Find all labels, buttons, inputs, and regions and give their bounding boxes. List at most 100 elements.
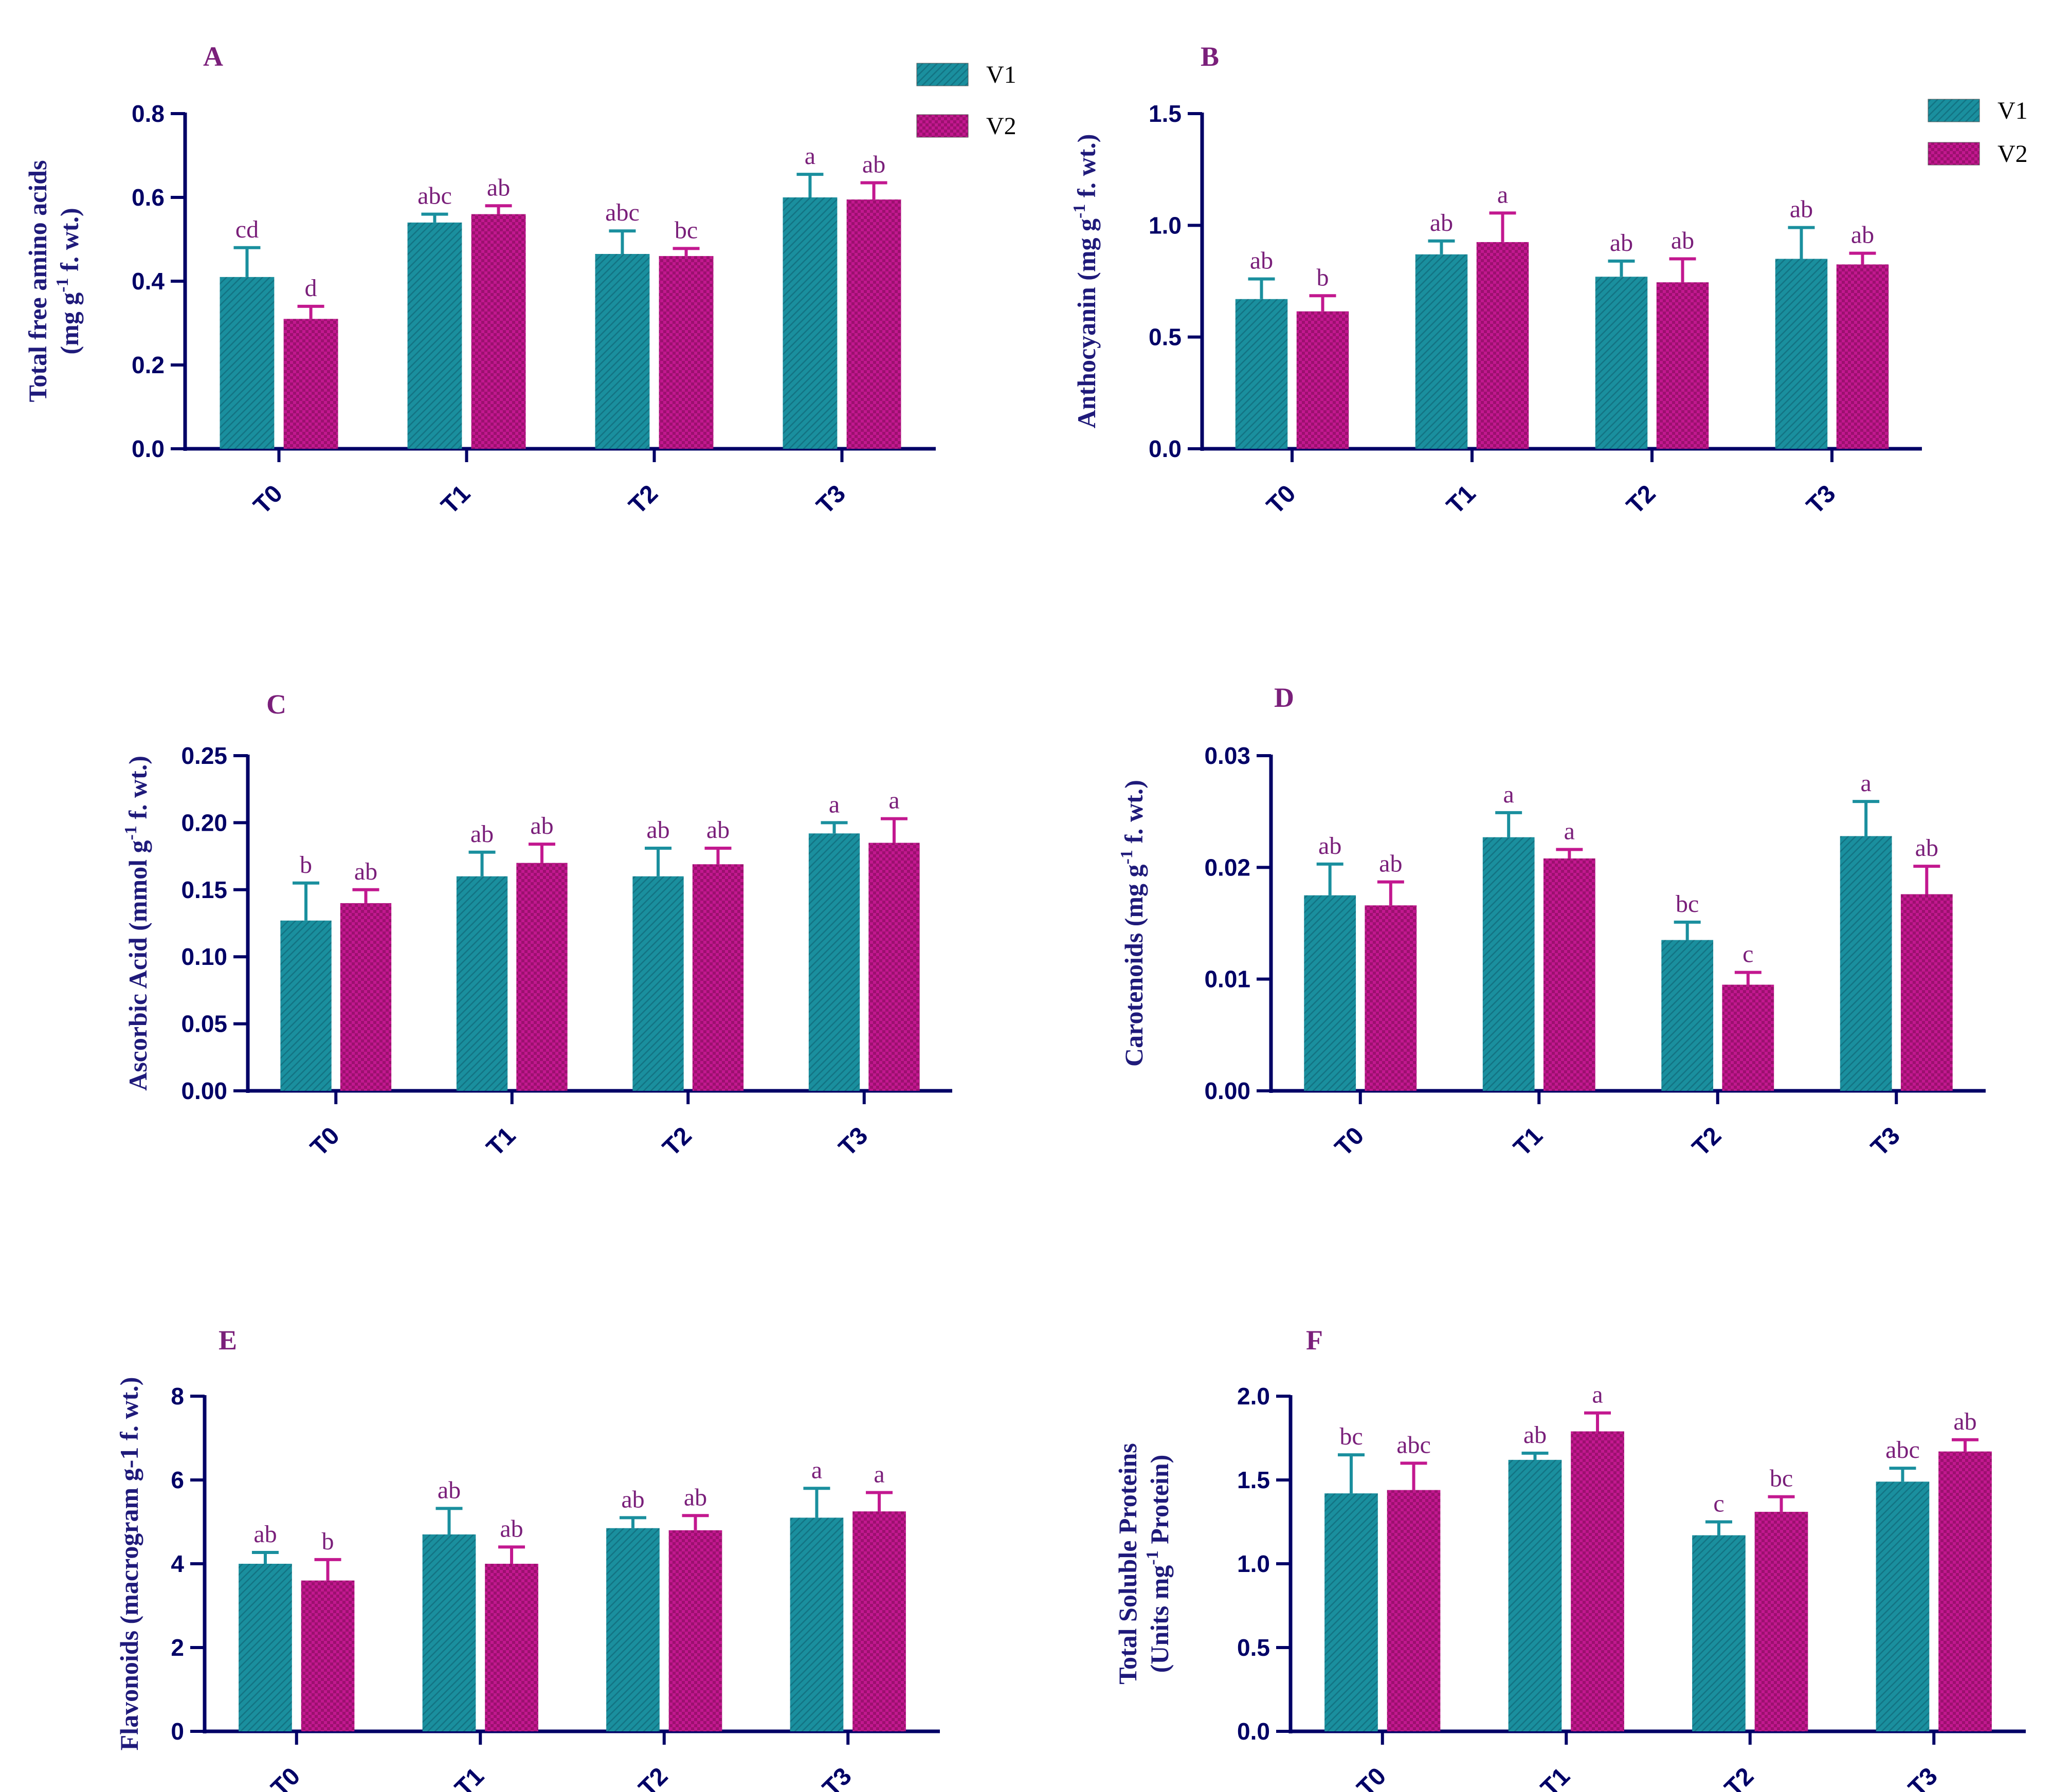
significance-letter-v2-t0: b (322, 1528, 334, 1555)
y-tick-label: 0.15 (181, 876, 227, 903)
panel-label: D (1274, 682, 1294, 713)
y-axis-label: Total Soluble Proteins (Units mg-1 Protei… (1113, 1443, 1174, 1685)
significance-letter-v1-t2: ab (1610, 229, 1633, 257)
y-tick-label: 4 (171, 1550, 184, 1577)
y-tick-label: 2 (171, 1634, 184, 1661)
y-tick-label: 8 (171, 1383, 184, 1410)
significance-letter-v2-t3: ab (1915, 834, 1938, 862)
bar-v2-t2 (1656, 282, 1709, 449)
x-tick-label-t0: T0 (1352, 1762, 1391, 1792)
y-tick-label: 0.0 (132, 435, 165, 462)
significance-letter-v1-t2: abc (605, 199, 640, 226)
panel-label: A (203, 41, 223, 72)
bar-v2-t0 (1296, 311, 1349, 449)
bar-v1-t1 (1415, 254, 1468, 449)
legend-label-v1: V1 (1998, 97, 2028, 124)
panel-label: C (266, 689, 286, 720)
bar-v1-t3 (1876, 1482, 1930, 1731)
bar-v2-t2 (1722, 984, 1774, 1091)
bar-v2-t2 (692, 864, 744, 1091)
x-tick-label-t1: T1 (450, 1762, 489, 1792)
panel-label: F (1306, 1325, 1323, 1356)
significance-letter-v1-t0: ab (1318, 832, 1341, 860)
legend-label-v2: V2 (1998, 140, 2028, 168)
bar-v1-t2 (595, 254, 650, 449)
significance-letter-v1-t1: a (1503, 781, 1514, 808)
y-axis-label-sup: -1 (1143, 1550, 1162, 1565)
bar-v2-t2 (659, 256, 714, 449)
panel-label: B (1201, 41, 1219, 72)
panel-a: A 0.0 0.2 0.4 0.6 0.8 Total free amino acids (m… (23, 41, 936, 520)
y-axis-label-sup: -1 (121, 826, 140, 840)
significance-letter-v2-t0: abc (1396, 1431, 1431, 1458)
bar-v2-t1 (1476, 242, 1529, 449)
y-axis-label-sup: -1 (1070, 204, 1089, 218)
significance-letter-v1-t1: ab (1430, 209, 1453, 236)
bar-v1-t0 (239, 1564, 292, 1731)
significance-letter-v2-t3: ab (862, 151, 885, 178)
x-tick-label-t3: T3 (1801, 480, 1841, 519)
bar-v2-t0 (340, 903, 392, 1091)
bar-v1-t1 (456, 876, 508, 1091)
significance-letter-v1-t1: ab (1523, 1421, 1547, 1449)
y-tick-label: 0.4 (132, 268, 165, 295)
legend-label-v2: V2 (986, 113, 1016, 140)
x-tick-label-t3: T3 (833, 1122, 873, 1161)
panel-label: E (219, 1325, 237, 1356)
panel-c: C 0.00 0.05 0.10 0.15 0.20 0.25 Ascorbic Acid (… (121, 689, 952, 1162)
significance-letter-v2-t0: ab (1379, 850, 1402, 877)
bar-v1-t1 (1508, 1459, 1562, 1731)
y-axis-label-post: f. wt.) (1072, 134, 1101, 204)
legend-label-v1: V1 (986, 61, 1016, 88)
bar-v1-t2 (606, 1528, 660, 1731)
bar-v1-t1 (1482, 837, 1535, 1091)
legend-swatch-v1 (1928, 99, 1980, 122)
x-tick-label-t2: T2 (1719, 1762, 1759, 1792)
y-tick-label: 0.03 (1204, 742, 1250, 769)
x-tick-label-t1: T1 (1509, 1122, 1548, 1161)
y-axis-label-line2: (Units mg (1145, 1565, 1174, 1673)
y-tick-label: 0.5 (1237, 1634, 1270, 1661)
y-axis-label: Ascorbic Acid (mmol g-1 f. wt.) (121, 756, 152, 1091)
bar-v2-t3 (1900, 894, 1953, 1091)
y-tick-label: 0.2 (132, 352, 165, 378)
significance-letter-v2-t1: ab (487, 174, 510, 201)
y-tick-label: 0.25 (181, 742, 227, 769)
significance-letter-v2-t2: ab (684, 1484, 707, 1511)
significance-letter-v2-t2: c (1742, 941, 1753, 968)
y-tick-label: 0.02 (1204, 854, 1250, 881)
x-tick-label-t1: T1 (481, 1122, 521, 1161)
bar-v2-t1 (471, 214, 526, 449)
bar-v1-t0 (1235, 299, 1288, 449)
significance-letter-v1-t2: bc (1676, 890, 1699, 918)
y-tick-label: 1.0 (1237, 1550, 1270, 1577)
bar-v2-t3 (868, 843, 920, 1091)
x-tick-label-t2: T2 (633, 1762, 673, 1792)
y-axis-label-post: f. wt.) (55, 208, 84, 278)
x-tick-label-t3: T3 (1866, 1122, 1905, 1161)
significance-letter-v1-t2: ab (646, 816, 669, 844)
significance-letter-v1-t3: a (811, 1456, 822, 1484)
significance-letter-v1-t3: ab (1790, 196, 1813, 223)
panel-d: D 0.00 0.01 0.02 0.03 Carotenoids (mg g-1 f. … (1117, 682, 1986, 1162)
significance-letter-v1-t3: a (805, 142, 815, 170)
significance-letter-v2-t0: ab (354, 858, 377, 885)
significance-letter-v2-t2: bc (675, 216, 698, 244)
y-tick-label: 0.20 (181, 809, 227, 836)
legend-swatch-v1 (916, 63, 969, 86)
panels: A 0.0 0.2 0.4 0.6 0.8 Total free amino acids (m… (23, 41, 2028, 1792)
y-tick-label: 0 (171, 1718, 184, 1745)
significance-letter-v2-t2: bc (1770, 1465, 1793, 1492)
y-tick-label: 0.10 (181, 943, 227, 970)
y-tick-label: 0.00 (181, 1077, 227, 1104)
y-axis-label-post: Protein) (1145, 1455, 1174, 1551)
significance-letter-v1-t1: ab (438, 1476, 461, 1504)
y-tick-label: 1.5 (1149, 100, 1182, 127)
x-tick-label-t0: T0 (1330, 1122, 1369, 1161)
bar-v1-t0 (220, 277, 275, 449)
bar-v1-t3 (790, 1517, 844, 1731)
legend-swatch-v2 (1928, 142, 1980, 166)
significance-letter-v1-t0: bc (1339, 1423, 1363, 1450)
panel-b: B 0.0 0.5 1.0 1.5 Anthocyanin (mg g-1 f. wt.)… (1070, 41, 1922, 520)
